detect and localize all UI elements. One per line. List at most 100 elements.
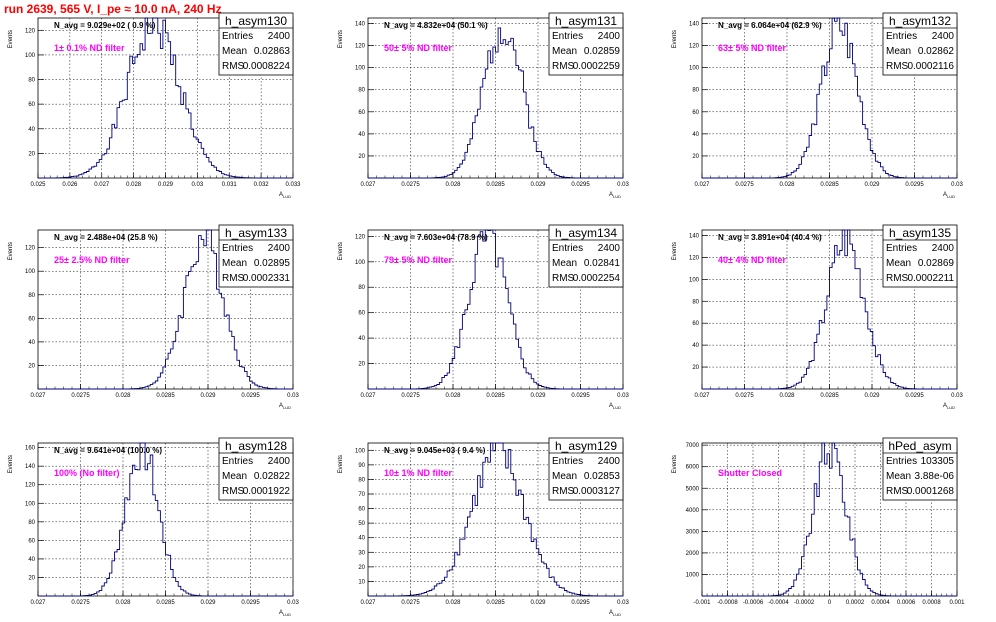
y-tick-label: 20 bbox=[692, 154, 699, 160]
entries-value: 2400 bbox=[598, 31, 621, 42]
x-tick-label: 0.029 bbox=[200, 600, 216, 606]
histogram-line bbox=[702, 229, 957, 390]
x-tick-label: 0.028 bbox=[779, 393, 795, 399]
y-tick-label: 80 bbox=[358, 285, 365, 291]
entries-value: 2400 bbox=[268, 31, 291, 42]
y-tick-label: 120 bbox=[355, 234, 366, 240]
y-tick-label: 20 bbox=[28, 575, 35, 581]
x-axis-title: ALUD bbox=[279, 403, 291, 410]
y-axis-title: Events bbox=[338, 242, 344, 260]
mean-label: Mean bbox=[222, 46, 247, 57]
histogram-panel-h_asym135: 0.027 0.0275 0.028 0.0285 0.029 0.0295 0.03 20 4… bbox=[672, 224, 963, 410]
x-axis-title-sub: LUD bbox=[613, 612, 621, 617]
rms-value: 0.0003127 bbox=[573, 486, 621, 497]
x-tick-label: 0.027 bbox=[694, 393, 710, 399]
rms-value: 0.0002254 bbox=[573, 273, 621, 284]
x-axis-title: ALUD bbox=[609, 192, 621, 199]
rms-value: 0.0002331 bbox=[243, 273, 291, 284]
x-tick-label: 0.0275 bbox=[735, 182, 754, 188]
mean-value: 0.02862 bbox=[918, 46, 955, 57]
y-tick-label: 20 bbox=[358, 154, 365, 160]
y-tick-label: 7000 bbox=[686, 443, 700, 449]
mean-label: Mean bbox=[222, 471, 247, 482]
rms-value: 0.0002259 bbox=[573, 61, 621, 72]
navg-label: N_avg = 9.641e+04 (100.0 %) bbox=[54, 446, 162, 455]
x-tick-label: 0.0285 bbox=[156, 393, 175, 399]
rms-label: RMS bbox=[222, 61, 245, 72]
x-tick-label: 0.0275 bbox=[401, 600, 420, 606]
histogram-name: h_asym133 bbox=[225, 226, 287, 240]
stat-box bbox=[548, 437, 624, 501]
y-tick-label: 60 bbox=[28, 102, 35, 108]
x-axis-title: ALUD bbox=[279, 610, 291, 617]
y-tick-label: 70 bbox=[358, 492, 365, 498]
y-tick-label: 40 bbox=[358, 536, 365, 542]
mean-label: Mean bbox=[886, 258, 911, 269]
y-tick-label: 100 bbox=[689, 66, 700, 72]
x-axis-title: ALUD bbox=[609, 610, 621, 617]
y-tick-label: 40 bbox=[28, 340, 35, 346]
y-tick-label: 90 bbox=[358, 463, 365, 469]
y-tick-label: 60 bbox=[28, 316, 35, 322]
x-tick-label: 0.0295 bbox=[571, 600, 590, 606]
filter-label: 25± 2.5% ND filter bbox=[54, 255, 130, 265]
mean-value: 0.02822 bbox=[254, 471, 291, 482]
x-tick-label: 0.03 bbox=[192, 182, 204, 188]
y-tick-label: 40 bbox=[358, 336, 365, 342]
rms-value: 0.0008224 bbox=[243, 61, 291, 72]
y-tick-label: 30 bbox=[358, 550, 365, 556]
entries-label: Entries bbox=[552, 31, 583, 42]
histogram-name: h_asym135 bbox=[889, 226, 951, 240]
x-tick-label: 0.027 bbox=[694, 182, 710, 188]
x-tick-label: 0.0275 bbox=[71, 600, 90, 606]
entries-value: 2400 bbox=[268, 456, 291, 467]
x-axis-title-sub: LUD bbox=[947, 194, 955, 199]
filter-label: 10± 1% ND filter bbox=[384, 468, 452, 478]
y-tick-label: 20 bbox=[28, 363, 35, 369]
x-axis-title-sub: LUD bbox=[613, 405, 621, 410]
y-tick-label: 40 bbox=[28, 127, 35, 133]
x-axis-title: ALUD bbox=[279, 192, 291, 199]
histogram-line bbox=[702, 442, 957, 597]
histogram-name: h_asym131 bbox=[555, 14, 617, 28]
y-tick-label: 100 bbox=[25, 269, 36, 275]
y-tick-label: 120 bbox=[25, 483, 36, 489]
entries-label: Entries bbox=[886, 243, 917, 254]
filter-label: Shutter Closed bbox=[718, 468, 782, 478]
y-axis-title: Events bbox=[672, 455, 678, 473]
y-tick-label: 80 bbox=[692, 88, 699, 94]
rms-label: RMS bbox=[886, 273, 909, 284]
x-axis-title: ALUD bbox=[943, 192, 955, 199]
x-tick-label: 0.03 bbox=[617, 182, 629, 188]
y-axis-title: Events bbox=[672, 30, 678, 48]
x-axis-title-sub: LUD bbox=[283, 612, 291, 617]
x-tick-label: 0.028 bbox=[126, 182, 142, 188]
x-axis-title-sub: LUD bbox=[283, 194, 291, 199]
y-tick-label: 4000 bbox=[686, 508, 700, 514]
rms-value: 0.0001268 bbox=[907, 486, 955, 497]
y-tick-label: 140 bbox=[689, 22, 700, 28]
x-axis-title-sub: LUD bbox=[283, 405, 291, 410]
entries-label: Entries bbox=[886, 31, 917, 42]
y-tick-label: 140 bbox=[355, 22, 366, 28]
x-tick-label: 0.029 bbox=[158, 182, 174, 188]
x-axis-title-sub: LUD bbox=[613, 194, 621, 199]
x-tick-label: 0.03 bbox=[287, 393, 299, 399]
y-tick-label: 80 bbox=[28, 520, 35, 526]
histogram-panel-h_asym131: 0.027 0.0275 0.028 0.0285 0.029 0.0295 0.03 20 4… bbox=[338, 12, 629, 199]
mean-label: Mean bbox=[222, 258, 247, 269]
x-tick-label: 0.027 bbox=[360, 393, 376, 399]
mean-value: 0.02869 bbox=[918, 258, 955, 269]
y-tick-label: 100 bbox=[25, 53, 36, 59]
x-tick-label: 0.0006 bbox=[897, 600, 916, 606]
x-tick-label: 0.0275 bbox=[735, 393, 754, 399]
y-tick-label: 20 bbox=[358, 362, 365, 368]
navg-label: N_avg = 7.603e+04 (78.9 %) bbox=[384, 233, 488, 242]
x-tick-label: 0.029 bbox=[200, 393, 216, 399]
x-tick-label: 0.032 bbox=[254, 182, 270, 188]
x-tick-label: 0.03 bbox=[287, 600, 299, 606]
filter-label: 100% (No filter) bbox=[54, 468, 120, 478]
y-tick-label: 80 bbox=[692, 299, 699, 305]
mean-label: Mean bbox=[886, 46, 911, 57]
